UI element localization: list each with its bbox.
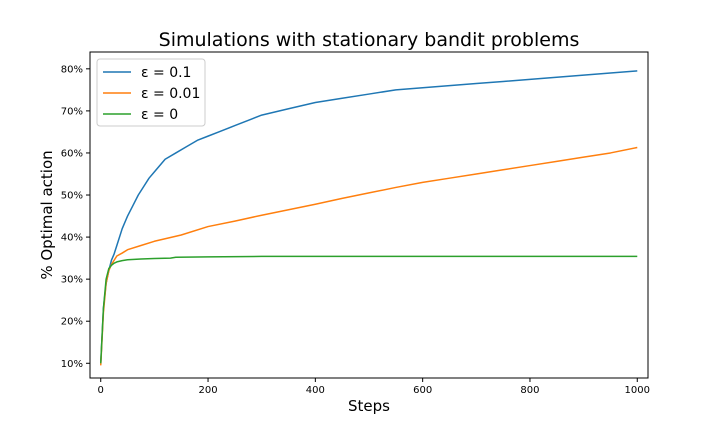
series-line-2 <box>99 255 638 364</box>
legend-label: ε = 0.01 <box>141 86 200 102</box>
legend-label: ε = 0 <box>141 107 178 123</box>
legend: ε = 0.1 ε = 0.01 ε = 0 <box>96 58 206 127</box>
plot-lines <box>99 70 638 366</box>
y-tick-label: 10% <box>61 359 83 370</box>
x-tick-label: 200 <box>198 385 217 396</box>
y-tick-label: 50% <box>61 191 83 202</box>
y-axis-title: % Optimal action <box>38 150 56 279</box>
series-line-0 <box>99 70 638 364</box>
x-tick-label: 0 <box>98 385 104 396</box>
x-tick-label: 1000 <box>625 385 650 396</box>
x-axis-title: Steps <box>348 397 390 415</box>
plot-area-frame <box>89 51 649 379</box>
y-tick-label: 80% <box>61 64 83 75</box>
y-tick-label: 40% <box>61 233 83 244</box>
y-tick-label: 70% <box>61 106 83 117</box>
y-tick-label: 30% <box>61 275 83 286</box>
legend-box <box>96 58 206 127</box>
y-axis: 10% 20% 30% 40% 50% 60% 70% 80% <box>61 64 90 370</box>
x-tick-label: 600 <box>413 385 432 396</box>
x-tick-label: 800 <box>520 385 539 396</box>
chart-title: Simulations with stationary bandit probl… <box>159 29 580 51</box>
series-line-1 <box>99 146 638 366</box>
x-tick-label: 400 <box>306 385 325 396</box>
legend-label: ε = 0.1 <box>141 65 191 81</box>
x-axis: 0 200 400 600 800 1000 <box>98 378 650 396</box>
y-tick-label: 20% <box>61 317 83 328</box>
y-tick-label: 60% <box>61 148 83 159</box>
